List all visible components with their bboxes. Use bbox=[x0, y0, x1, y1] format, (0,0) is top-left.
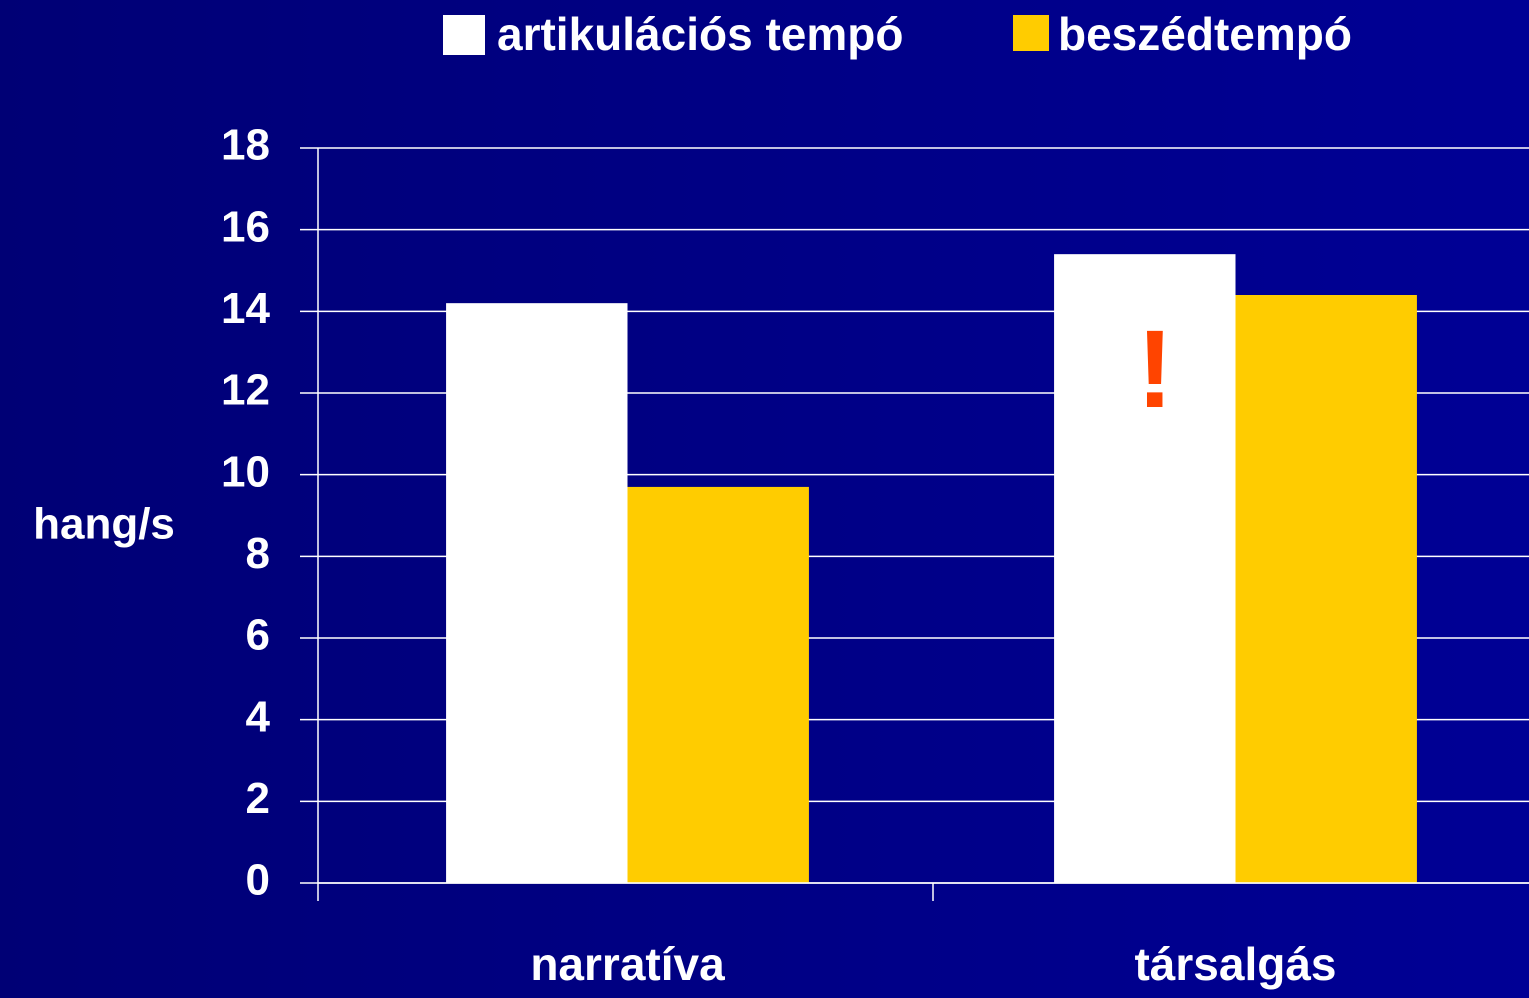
y-tick-label: 18 bbox=[221, 121, 270, 170]
bar bbox=[627, 486, 809, 883]
legend-label: beszédtempó bbox=[1058, 8, 1352, 60]
y-tick-label: 8 bbox=[246, 529, 270, 578]
y-tick-label: 2 bbox=[246, 774, 270, 823]
legend-swatch bbox=[443, 15, 485, 55]
bar bbox=[1054, 254, 1236, 883]
y-tick-label: 0 bbox=[246, 856, 270, 905]
y-tick-label: 14 bbox=[221, 284, 270, 333]
y-axis-label: hang/s bbox=[33, 500, 175, 549]
y-tick-label: 10 bbox=[221, 447, 270, 496]
y-tick-label: 12 bbox=[221, 366, 270, 415]
y-tick-label: 4 bbox=[246, 692, 271, 741]
annotation: ! bbox=[1137, 308, 1174, 431]
y-tick-label: 16 bbox=[221, 202, 270, 251]
bar bbox=[446, 303, 628, 884]
legend-label: artikulációs tempó bbox=[497, 8, 903, 60]
y-tick-label: 6 bbox=[246, 611, 270, 660]
x-tick-label: társalgás bbox=[1134, 938, 1336, 990]
bar bbox=[1235, 295, 1417, 883]
x-tick-label: narratíva bbox=[530, 938, 725, 990]
legend-swatch bbox=[1013, 15, 1049, 51]
